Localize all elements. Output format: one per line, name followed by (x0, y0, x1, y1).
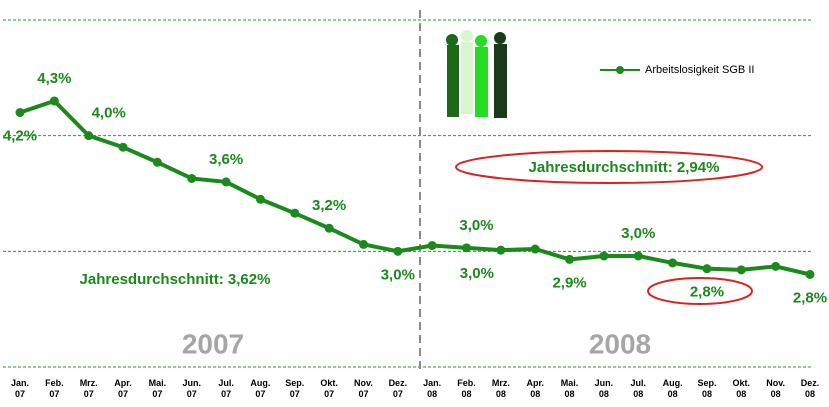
data-point (221, 177, 231, 187)
data-point (702, 264, 712, 274)
data-label: 3,0% (381, 266, 415, 283)
data-point (84, 131, 94, 141)
x-tick-label: Feb. 07 (45, 378, 64, 399)
data-label: 4,0% (92, 105, 126, 122)
x-tick-label: Mrz. 08 (492, 378, 510, 399)
x-tick-label: Aug. 08 (663, 378, 683, 399)
data-point (393, 246, 403, 256)
x-tick-label: Dez. 07 (389, 378, 408, 399)
data-point (118, 142, 128, 152)
data-point (255, 194, 265, 204)
x-tick-label: Jun. 08 (595, 378, 614, 399)
data-label: 4,3% (37, 70, 71, 87)
data-label: 3,0% (459, 217, 493, 234)
data-label: 3,2% (312, 197, 346, 214)
data-point (358, 239, 368, 249)
data-point (15, 108, 25, 118)
data-point (324, 223, 334, 233)
x-tick-label: Okt. 07 (320, 378, 338, 399)
data-label: 3,0% (621, 225, 655, 242)
people-icon (446, 30, 507, 118)
data-label: 3,6% (209, 151, 243, 168)
highlight-ellipse (455, 150, 763, 184)
x-tick-label: Jan. 07 (11, 378, 29, 399)
year-label: 2008 (589, 328, 651, 359)
data-point (633, 251, 643, 261)
data-point (187, 173, 197, 183)
highlight-ellipse (647, 277, 753, 305)
x-tick-label: Apr. 07 (114, 378, 132, 399)
data-label: 3,0% (460, 265, 494, 282)
x-tick-label: Okt. 08 (733, 378, 751, 399)
x-tick-label: Jul. 07 (218, 378, 234, 399)
x-tick-label: Dez. 08 (801, 378, 820, 399)
legend-marker (616, 66, 624, 74)
data-point (290, 208, 300, 218)
data-point (771, 261, 781, 271)
data-point (805, 269, 815, 279)
data-point (565, 254, 575, 264)
x-tick-label: Mrz. 07 (80, 378, 98, 399)
data-point (462, 243, 472, 253)
x-tick-label: Sep. 08 (697, 378, 716, 399)
x-tick-label: Jun. 07 (182, 378, 201, 399)
data-point (668, 258, 678, 268)
x-tick-label: Jul. 08 (631, 378, 647, 399)
x-tick-label: Sep. 07 (285, 378, 304, 399)
series-line (19, 98, 811, 277)
x-tick-label: Nov. 08 (766, 378, 785, 399)
annotation: Jahresdurchschnitt: 3,62% (80, 271, 271, 288)
data-point (152, 157, 162, 167)
legend-label: Arbeitslosigkeit SGB II (645, 64, 754, 76)
data-point (49, 96, 59, 106)
x-tick-label: Jan. 08 (423, 378, 441, 399)
annotation: Jahresdurchschnitt: 2,94% (529, 159, 720, 176)
data-point (530, 244, 540, 254)
data-point (736, 265, 746, 275)
data-label: 4,2% (3, 128, 37, 145)
data-point (496, 245, 506, 255)
data-label: 2,8% (690, 284, 724, 301)
x-tick-label: Mai. 08 (561, 378, 579, 399)
data-point (427, 241, 437, 251)
data-label: 2,8% (793, 289, 827, 306)
x-tick-label: Nov. 07 (354, 378, 373, 399)
x-tick-label: Apr. 08 (526, 378, 544, 399)
data-point (599, 251, 609, 261)
x-tick-label: Feb. 08 (457, 378, 476, 399)
x-tick-label: Mai. 07 (149, 378, 167, 399)
data-label: 2,9% (552, 274, 586, 291)
x-tick-label: Aug. 07 (250, 378, 270, 399)
year-label: 2007 (182, 328, 244, 359)
